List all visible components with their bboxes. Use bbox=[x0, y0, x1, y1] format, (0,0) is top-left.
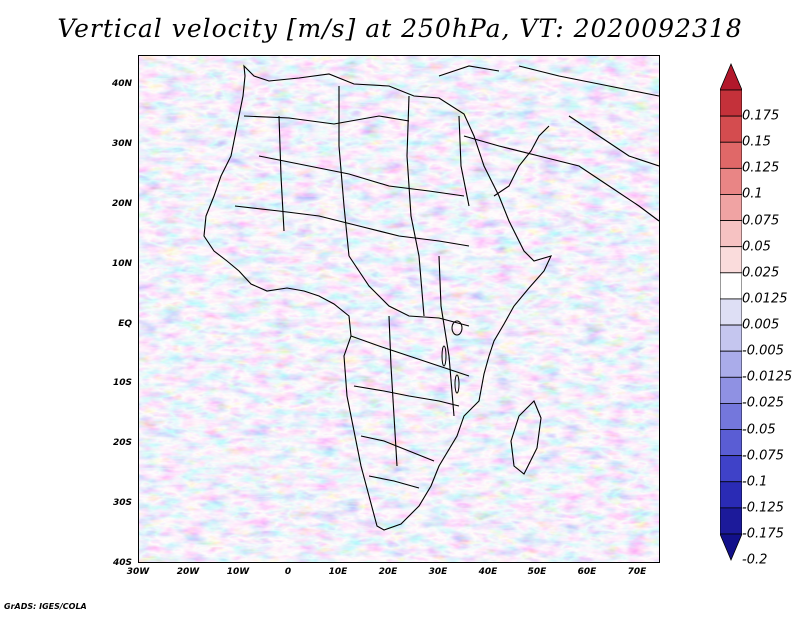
colorbar-label: 0.0125 bbox=[742, 291, 788, 307]
map-svg bbox=[139, 56, 659, 562]
credit-text: GrADS: IGES/COLA bbox=[4, 602, 87, 611]
colorbar-label: 0.1 bbox=[742, 186, 763, 202]
colorbar-box bbox=[720, 141, 742, 169]
colorbar-box bbox=[720, 298, 742, 326]
colorbar-label: 0.025 bbox=[742, 265, 780, 281]
colorbar-box bbox=[720, 455, 742, 483]
colorbar-box bbox=[720, 220, 742, 248]
colorbar-box bbox=[720, 403, 742, 430]
colorbar bbox=[720, 62, 742, 562]
colorbar-label: 0.125 bbox=[742, 160, 780, 176]
lon-label-20e: 20E bbox=[378, 567, 398, 577]
colorbar-label: -0.1 bbox=[742, 474, 768, 490]
lon-label-10e: 10E bbox=[328, 567, 348, 577]
colorbar-label: -0.125 bbox=[742, 500, 784, 516]
lat-label-eq: EQ bbox=[118, 319, 132, 329]
lon-label-60e: 60E bbox=[577, 567, 597, 577]
colorbar-label: -0.05 bbox=[742, 422, 776, 438]
colorbar-box bbox=[720, 194, 742, 221]
lat-label-10s: 10S bbox=[112, 378, 132, 388]
colorbar-box bbox=[720, 272, 742, 300]
lat-label-20n: 20N bbox=[111, 199, 132, 209]
colorbar-label: 0.175 bbox=[742, 108, 780, 124]
lat-label-30s: 30S bbox=[112, 498, 132, 508]
colorbar-box bbox=[720, 89, 742, 117]
map-title: Vertical velocity [m/s] at 250hPa, VT: 2… bbox=[57, 14, 743, 43]
colorbar-box bbox=[720, 350, 742, 378]
country-boundaries bbox=[203, 64, 659, 531]
colorbar-box bbox=[720, 429, 742, 457]
lat-label-30n: 30N bbox=[111, 139, 132, 149]
lon-label-40e: 40E bbox=[478, 567, 498, 577]
lat-label-40n: 40N bbox=[111, 79, 132, 89]
colorbar-box bbox=[720, 481, 742, 509]
colorbar-box bbox=[720, 376, 742, 404]
colorbar-top-arrow bbox=[720, 62, 742, 91]
lon-label-10w: 10W bbox=[226, 567, 250, 577]
colorbar-label: -0.005 bbox=[742, 343, 784, 359]
colorbar-label: 0.15 bbox=[742, 134, 771, 150]
colorbar-segments bbox=[720, 62, 742, 562]
colorbar-label: 0.075 bbox=[742, 213, 780, 229]
colorbar-box bbox=[720, 115, 742, 143]
lat-label-10n: 10N bbox=[111, 259, 132, 269]
colorbar-label: 0.005 bbox=[742, 317, 780, 333]
lat-label-20s: 20S bbox=[112, 438, 132, 448]
lon-label-70e: 70E bbox=[627, 567, 647, 577]
colorbar-label: -0.075 bbox=[742, 448, 784, 464]
lon-label-20w: 20W bbox=[176, 567, 200, 577]
colorbar-box bbox=[720, 167, 742, 195]
colorbar-label: 0.05 bbox=[742, 239, 771, 255]
colorbar-label: -0.025 bbox=[742, 395, 784, 411]
lon-label-30e: 30E bbox=[428, 567, 448, 577]
colorbar-label: -0.0125 bbox=[742, 369, 793, 385]
lon-label-0: 0 bbox=[284, 567, 292, 577]
colorbar-box bbox=[720, 246, 742, 274]
map-panel[interactable] bbox=[138, 55, 660, 563]
colorbar-label: -0.2 bbox=[742, 552, 768, 568]
colorbar-bottom-arrow bbox=[720, 533, 742, 562]
colorbar-label: -0.175 bbox=[742, 526, 784, 542]
lon-label-30w: 30W bbox=[126, 567, 150, 577]
colorbar-box bbox=[720, 507, 742, 535]
colorbar-box bbox=[720, 324, 742, 352]
velocity-streaks bbox=[139, 56, 659, 562]
lakes bbox=[441, 320, 463, 394]
lat-label-40s: 40S bbox=[112, 558, 132, 568]
lon-label-50e: 50E bbox=[527, 567, 547, 577]
